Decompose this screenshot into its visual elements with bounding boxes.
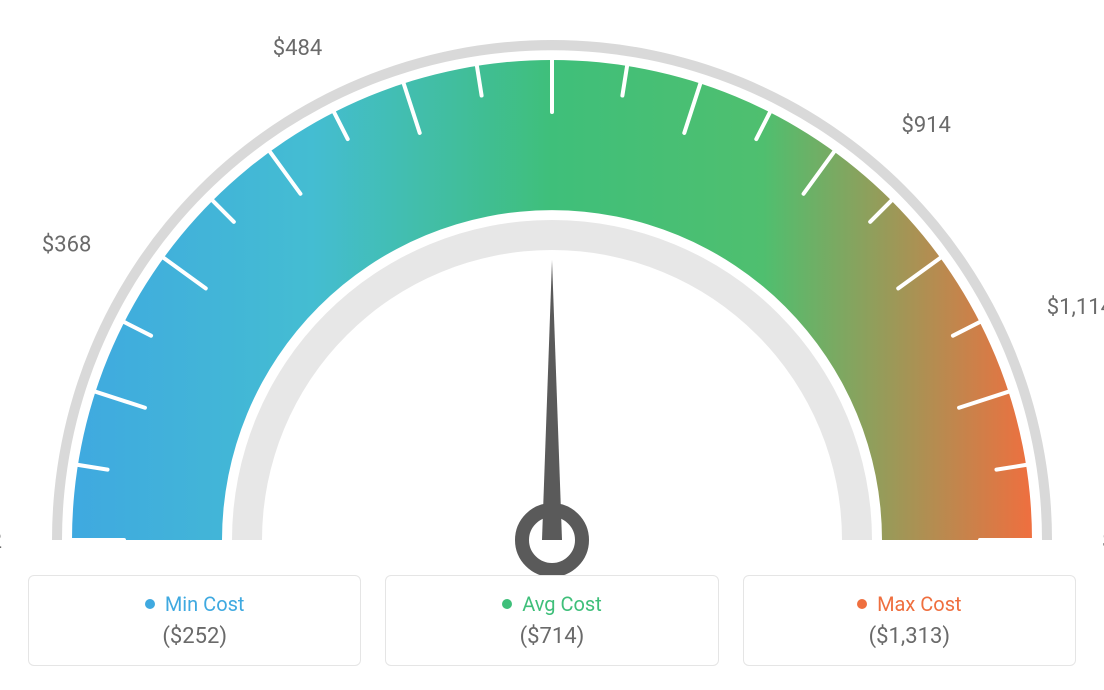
gauge-container: $252$368$484$714$914$1,114$1,313 [0, 20, 1104, 580]
svg-text:$484: $484 [273, 36, 322, 61]
legend-card-max: Max Cost ($1,313) [743, 575, 1076, 666]
gauge-chart: $252$368$484$714$914$1,114$1,313 [0, 20, 1104, 580]
legend-title-avg: Avg Cost [502, 592, 602, 616]
svg-text:$368: $368 [42, 233, 91, 258]
legend-title-max: Max Cost [857, 592, 962, 616]
legend-value-avg: ($714) [406, 624, 697, 649]
legend-value-min: ($252) [49, 624, 340, 649]
legend-dot-icon [145, 599, 155, 609]
legend-card-avg: Avg Cost ($714) [385, 575, 718, 666]
legend-label-avg: Avg Cost [522, 592, 602, 616]
legend-dot-icon [857, 599, 867, 609]
legend-label-max: Max Cost [877, 592, 962, 616]
legend-dot-icon [502, 599, 512, 609]
legend-card-min: Min Cost ($252) [28, 575, 361, 666]
legend-label-min: Min Cost [165, 592, 245, 616]
svg-text:$914: $914 [901, 113, 950, 138]
svg-text:$1,114: $1,114 [1047, 295, 1104, 320]
svg-text:$252: $252 [0, 529, 2, 554]
legend-value-max: ($1,313) [764, 624, 1055, 649]
legend-row: Min Cost ($252) Avg Cost ($714) Max Cost… [28, 575, 1076, 666]
legend-title-min: Min Cost [145, 592, 245, 616]
